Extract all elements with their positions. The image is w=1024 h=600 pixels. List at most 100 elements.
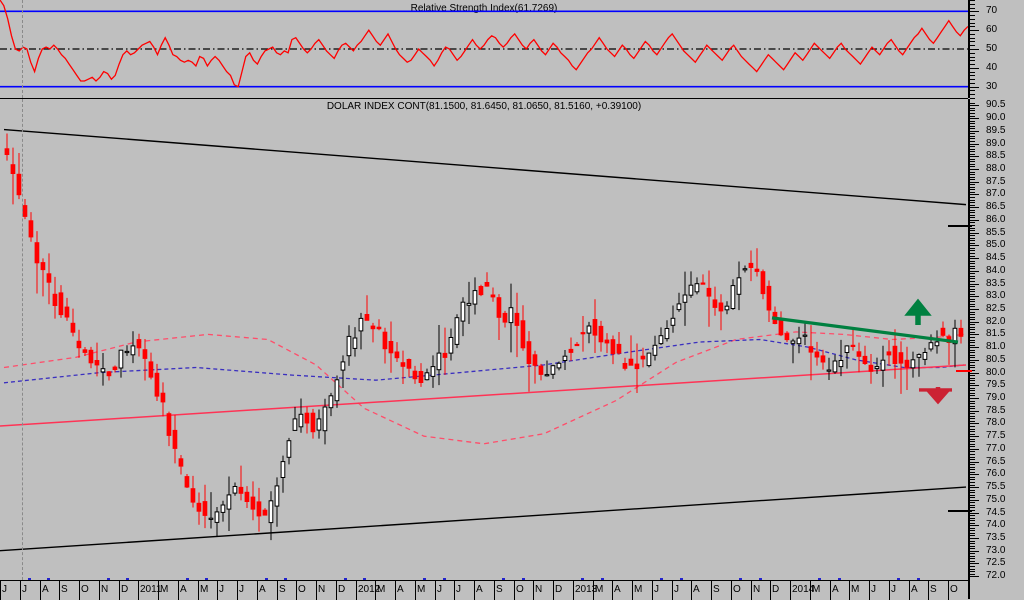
price-axis-tick xyxy=(970,505,975,506)
price-axis-tick xyxy=(970,429,975,430)
price-axis-label: 85.5 xyxy=(986,227,1006,238)
rsi-axis-tick xyxy=(970,0,975,1)
price-axis-tick xyxy=(970,350,975,351)
candle-body xyxy=(202,501,208,516)
rsi-axis-tick xyxy=(970,38,975,39)
candle-body xyxy=(664,328,670,340)
rsi-value-axis[interactable]: 70 60 50 40 30 xyxy=(968,0,1024,99)
price-axis-tick xyxy=(970,401,975,402)
time-axis-separator xyxy=(454,581,455,600)
time-axis-separator xyxy=(731,581,732,600)
candle-body xyxy=(454,317,460,345)
candle-body xyxy=(256,501,262,517)
rsi-axis-tick xyxy=(970,8,975,9)
candle-body xyxy=(394,351,400,359)
price-axis-label: 75.5 xyxy=(986,481,1006,492)
candle-body xyxy=(10,164,16,174)
time-axis-minor-tick xyxy=(917,578,920,580)
price-axis-tick xyxy=(970,118,979,119)
candle-body xyxy=(814,351,820,358)
candle-body xyxy=(922,352,928,360)
candle-body xyxy=(40,262,46,271)
candle-body xyxy=(70,322,76,333)
candle-body xyxy=(436,352,442,371)
price-axis-tick xyxy=(970,164,975,165)
candle-body xyxy=(748,262,754,268)
price-axis-tick xyxy=(970,291,975,292)
time-axis-separator xyxy=(138,581,139,600)
price-axis-tick xyxy=(970,284,979,285)
price-axis-tick xyxy=(970,116,975,117)
candle-body xyxy=(478,286,484,296)
price-axis-label: 78.0 xyxy=(986,417,1006,428)
candle-body xyxy=(670,317,676,326)
price-axis-label: 80.5 xyxy=(986,354,1006,365)
price-axis-tick xyxy=(970,149,975,150)
price-axis-tick xyxy=(970,345,975,346)
rsi-axis-tick xyxy=(970,83,975,84)
price-axis-tick xyxy=(970,528,975,529)
candle-body xyxy=(808,346,814,353)
time-axis-label: J xyxy=(456,584,461,595)
candle-body xyxy=(940,327,946,336)
price-axis-tick xyxy=(970,449,979,450)
time-axis[interactable]: J J A S O N D 2011 M A M J J A S O N D 2012 M A M J J A S O N D 2013 M… xyxy=(0,578,968,600)
price-axis-tick xyxy=(970,495,975,496)
time-axis-separator xyxy=(435,581,436,600)
candle-body xyxy=(448,337,454,354)
time-axis-minor-tick xyxy=(265,578,268,580)
price-axis-tick xyxy=(970,395,975,396)
price-axis-tick xyxy=(970,530,975,531)
price-axis-tick xyxy=(970,553,975,554)
candle-body xyxy=(286,440,292,458)
price-axis-tick xyxy=(970,563,979,564)
time-axis-separator xyxy=(296,581,297,600)
time-axis-minor-tick xyxy=(126,578,129,580)
candle-body xyxy=(598,325,604,343)
price-axis-tick xyxy=(970,128,975,129)
crosshair-vertical-line-price[interactable] xyxy=(22,99,23,580)
price-axis-tick xyxy=(970,105,979,106)
channel-lower-line xyxy=(0,486,967,552)
price-axis-tick xyxy=(970,469,975,470)
candle-body xyxy=(358,317,364,332)
candle-body xyxy=(328,395,334,409)
price-axis-tick xyxy=(970,464,975,465)
price-axis-tick xyxy=(970,304,975,305)
time-axis-separator xyxy=(652,581,653,600)
candle-body xyxy=(586,325,592,334)
price-axis-tick xyxy=(970,426,975,427)
candle-body xyxy=(640,355,646,360)
crosshair-vertical-line[interactable] xyxy=(22,0,23,98)
candle-body xyxy=(58,292,64,316)
time-axis-separator xyxy=(395,581,396,600)
candle-body xyxy=(634,363,640,370)
candlestick-plot xyxy=(0,128,967,552)
candle-body xyxy=(28,220,34,238)
price-axis-tick xyxy=(970,360,979,361)
candle-body xyxy=(52,293,58,307)
price-axis-tick xyxy=(970,378,975,379)
price-axis-tick xyxy=(970,556,975,557)
candle-body xyxy=(496,297,502,318)
time-axis-separator xyxy=(336,581,337,600)
price-axis-tick xyxy=(970,240,975,241)
time-axis-separator xyxy=(119,581,120,600)
price-axis-tick xyxy=(970,156,979,157)
time-axis-label: M xyxy=(634,584,643,595)
price-value-axis[interactable]: 90.5 90.0 89.5 89.0 88.5 88.0 87.5 87.0 86.5 86.0… xyxy=(948,99,1024,581)
candle-body xyxy=(244,491,250,502)
time-axis-separator xyxy=(474,581,475,600)
time-axis-label: S xyxy=(61,584,68,595)
time-axis-label: J xyxy=(22,584,27,595)
time-axis-label: N xyxy=(318,584,326,595)
price-axis-tick xyxy=(970,144,979,145)
time-axis-label: D xyxy=(555,584,563,595)
candle-body xyxy=(796,337,802,345)
rsi-axis-tick xyxy=(970,94,975,95)
candle-body xyxy=(460,301,466,322)
candle-body xyxy=(880,359,886,371)
price-axis-tick xyxy=(970,451,975,452)
candle-body xyxy=(208,517,214,520)
rsi-axis-tick xyxy=(970,60,975,61)
